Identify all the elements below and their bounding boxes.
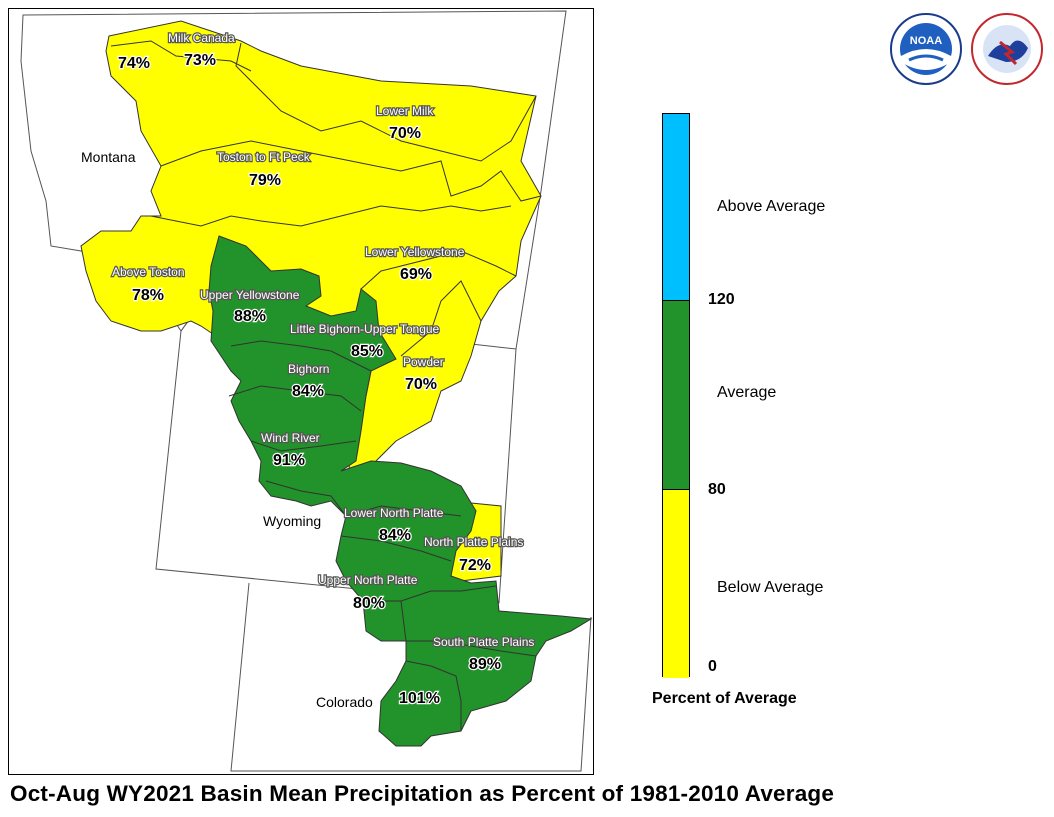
basin-label-above-toston: Above Toston 78%: [111, 264, 186, 305]
legend-segment-average: [663, 300, 689, 490]
basin-label-south-platte: 101%: [398, 689, 441, 708]
basin-name: Lower Milk: [376, 104, 434, 118]
basin-label-lower-milk: Lower Milk 70%: [375, 103, 436, 143]
basin-name: North Platte Plains: [424, 535, 523, 549]
basin-label-bighorn: Bighorn 84%: [287, 361, 331, 401]
basin-name: Powder: [403, 355, 444, 369]
basin-label-wind-river: Wind River 91%: [260, 430, 321, 470]
basin-name: Upper North Platte: [318, 573, 418, 587]
legend-color-bar: [662, 113, 690, 678]
nws-logo-icon: [970, 12, 1044, 91]
legend-label-average: Average: [717, 384, 777, 401]
colorado-boundary: [230, 582, 592, 772]
page-title: Oct-Aug WY2021 Basin Mean Precipitation …: [10, 781, 835, 806]
average-region: [208, 235, 593, 747]
basin-name: Wind River: [261, 431, 320, 445]
noaa-logo-icon: NOAA: [889, 12, 963, 91]
basin-value: 80%: [353, 595, 385, 612]
basin-name: Upper Yellowstone: [200, 288, 300, 302]
map-svg: Montana Wyoming Colorado 74% Milk Canada…: [20, 10, 593, 772]
legend-label-above: Above Average: [717, 198, 826, 215]
basin-label-upper-north-platte: Upper North Platte 80%: [317, 572, 419, 613]
basin-name: Toston to Ft Peck: [217, 150, 311, 164]
legend-tick-0: 0: [708, 658, 717, 675]
state-label-colorado: Colorado: [316, 694, 373, 710]
state-label-montana: Montana: [81, 149, 136, 165]
basin-value: 84%: [379, 527, 411, 544]
basin-name: Lower North Platte: [344, 506, 444, 520]
basin-label-toston-ft-peck: Toston to Ft Peck 79%: [216, 149, 312, 190]
legend-tick-120: 120: [708, 291, 735, 308]
basin-name: Bighorn: [288, 362, 329, 376]
basin-label-upper-yellowstone: Upper Yellowstone 88%: [199, 287, 301, 326]
wyoming-boundary: [155, 312, 517, 604]
state-label-wyoming: Wyoming: [263, 513, 321, 529]
basin-value: 69%: [400, 266, 432, 283]
noaa-logo-text: NOAA: [910, 35, 942, 47]
basin-value: 101%: [399, 690, 440, 707]
basin-value: 78%: [132, 287, 164, 304]
basin-value: 73%: [184, 52, 216, 69]
basin-name: Little Bighorn-Upper Tongue: [290, 322, 440, 336]
basin-label-little-bighorn-upper-tongue: Little Bighorn-Upper Tongue 85%: [289, 321, 441, 361]
basin-map: Montana Wyoming Colorado 74% Milk Canada…: [8, 8, 594, 775]
basin-label-south-platte-plains: South Platte Plains 89%: [432, 634, 536, 674]
basin-divides: [110, 40, 542, 731]
basin-label-north-platte-plains: North Platte Plains 72%: [423, 534, 525, 575]
basin-label-milk-west: 74%: [117, 54, 151, 73]
basin-value: 88%: [234, 308, 266, 325]
basin-name: Milk Canada: [168, 31, 235, 45]
basin-label-lower-north-platte: Lower North Platte 84%: [343, 505, 445, 545]
basin-value: 79%: [249, 172, 281, 189]
basin-value: 74%: [118, 55, 150, 72]
basin-name: Above Toston: [112, 265, 185, 279]
basin-value: 84%: [292, 383, 324, 400]
legend-segment-below: [663, 489, 689, 678]
basin-label-lower-yellowstone: Lower Yellowstone 69%: [364, 244, 466, 284]
basin-value: 91%: [273, 452, 305, 469]
basin-value: 89%: [469, 656, 501, 673]
basin-value: 70%: [389, 125, 421, 142]
legend-tick-80: 80: [708, 481, 726, 498]
basin-name: Lower Yellowstone: [365, 245, 465, 259]
basin-value: 72%: [459, 557, 491, 574]
basin-name: South Platte Plains: [433, 635, 534, 649]
basin-value: 70%: [405, 376, 437, 393]
legend-segment-above: [663, 114, 689, 300]
legend-label-below: Below Average: [717, 579, 824, 596]
basin-label-milk-canada: Milk Canada 73%: [167, 30, 236, 70]
legend-title: Percent of Average: [652, 690, 797, 707]
basin-value: 85%: [351, 343, 383, 360]
basin-label-powder: Powder 70%: [402, 354, 445, 394]
